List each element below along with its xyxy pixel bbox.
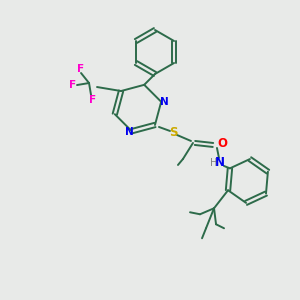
Text: N: N bbox=[215, 157, 225, 169]
Text: N: N bbox=[160, 97, 169, 107]
Text: F: F bbox=[70, 80, 76, 90]
Text: F: F bbox=[89, 95, 97, 105]
Text: S: S bbox=[169, 127, 177, 140]
Text: O: O bbox=[217, 137, 227, 151]
Text: H: H bbox=[210, 158, 218, 168]
Text: N: N bbox=[125, 127, 134, 137]
Text: F: F bbox=[77, 64, 85, 74]
